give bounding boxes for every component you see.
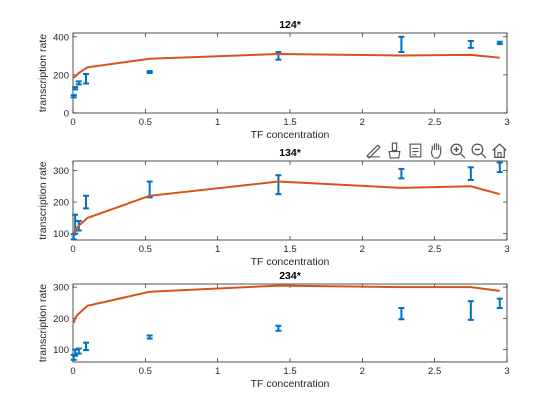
chart-2-xtick-label: 0.5 — [139, 244, 152, 255]
chart-1-title: 124* — [279, 19, 302, 31]
chart-2-xtick-label: 1 — [215, 244, 220, 255]
chart-1-ytick-label: 0 — [64, 109, 69, 120]
chart-3-ytick-label: 300 — [53, 283, 69, 294]
chart-3-xtick-label: 0 — [70, 366, 75, 377]
zoom-in-icon[interactable] — [448, 141, 467, 160]
brush-icon[interactable] — [385, 141, 404, 160]
chart-1-ylabel: transcription rate — [37, 34, 49, 112]
chart-1-xtick-label: 3 — [504, 117, 509, 128]
chart-2-ytick-label: 200 — [53, 198, 69, 209]
chart-3-xtick-label: 1.5 — [283, 366, 296, 377]
chart-1-xtick-label: 0 — [70, 117, 75, 128]
chart-3-xtick-label: 1 — [215, 366, 220, 377]
chart-2-xtick-label: 2 — [360, 244, 365, 255]
chart-1-xlabel: TF concentration — [251, 129, 330, 141]
chart-1-xtick-label: 1 — [215, 117, 220, 128]
pan-icon[interactable] — [427, 141, 446, 160]
chart-3-xlabel: TF concentration — [251, 378, 330, 390]
chart-1-model-line — [73, 52, 500, 79]
chart-3-ytick-label: 200 — [53, 314, 69, 325]
chart-2-xtick-label: 0 — [70, 244, 75, 255]
chart-3-xtick-label: 2 — [360, 366, 365, 377]
zoom-out-icon[interactable] — [469, 141, 488, 160]
chart-2-xtick-label: 2.5 — [428, 244, 441, 255]
data-tips-icon[interactable] — [406, 141, 425, 160]
chart-3-xtick-label: 3 — [504, 366, 509, 377]
chart-2-title: 134* — [279, 147, 302, 159]
chart-1-axes-box — [72, 32, 508, 114]
chart-3-ylabel: transcription rate — [37, 284, 49, 362]
chart-2-model-line — [72, 180, 501, 235]
chart-3-title: 234* — [279, 270, 302, 282]
chart-2-axes-box — [72, 160, 508, 241]
chart-3-ytick-label: 100 — [53, 345, 69, 356]
chart-2-xlabel: TF concentration — [251, 256, 330, 268]
chart-3-xtick-label: 2.5 — [428, 366, 441, 377]
chart-3-xtick-label: 0.5 — [139, 366, 152, 377]
chart-2-xtick-label: 3 — [504, 244, 509, 255]
chart-1-xtick-label: 2.5 — [428, 117, 441, 128]
chart-2-xtick-label: 1.5 — [283, 244, 296, 255]
chart-1-ytick-label: 200 — [53, 70, 69, 81]
chart-2-ytick-label: 100 — [53, 229, 69, 240]
chart-1-xtick-label: 1.5 — [283, 117, 296, 128]
axes-toolbar — [364, 141, 509, 160]
chart-1-xtick-label: 2 — [360, 117, 365, 128]
chart-1-xtick-label: 0.5 — [139, 117, 152, 128]
chart-3-axes-box — [72, 283, 508, 363]
chart-2-ylabel: transcription rate — [37, 161, 49, 239]
chart-2-ytick-label: 300 — [53, 166, 69, 177]
home-icon[interactable] — [490, 141, 509, 160]
chart-1-ytick-label: 400 — [53, 32, 69, 43]
edit-plot-icon[interactable] — [364, 141, 383, 160]
chart-3-model-line — [72, 284, 500, 324]
